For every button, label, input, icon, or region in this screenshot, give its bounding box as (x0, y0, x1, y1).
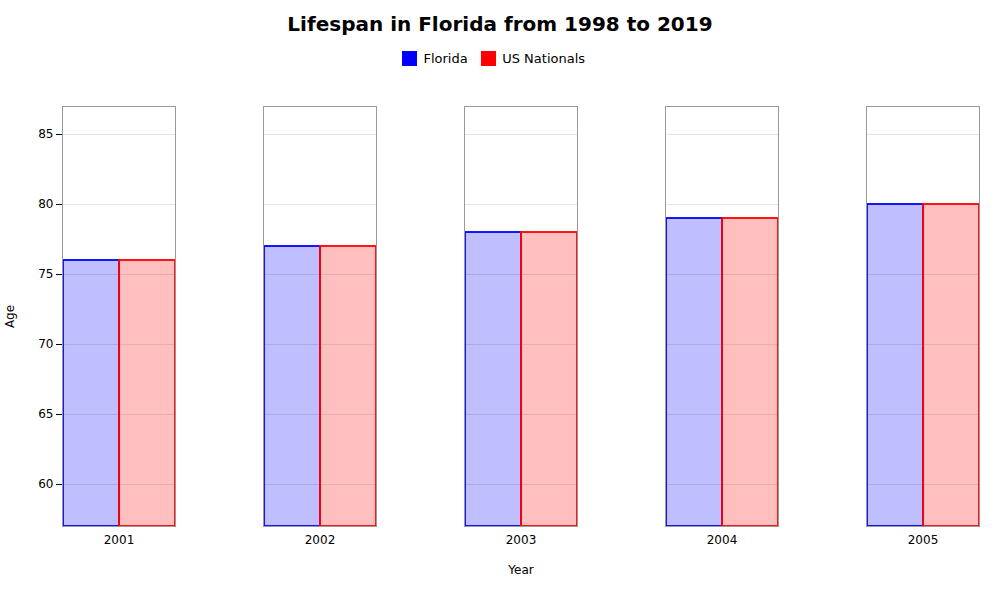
svg-text:75: 75 (38, 267, 53, 281)
html-text:Florida: Florida (423, 51, 468, 66)
svg-text:2002: 2002 (305, 533, 336, 547)
svg-text:2003: 2003 (506, 533, 537, 547)
svg-text:2004: 2004 (707, 533, 738, 547)
html-text:Lifespan in Florida from 1998: Lifespan in Florida from 1998 to 2019 (287, 12, 713, 36)
svg-text:2001: 2001 (104, 533, 135, 547)
svg-text:70: 70 (38, 337, 53, 351)
svg-text:Year: Year (507, 562, 533, 576)
svg-text:60: 60 (38, 477, 53, 491)
svg-text:85: 85 (38, 127, 53, 141)
svg-text:2005: 2005 (908, 533, 939, 547)
svg-text:80: 80 (38, 197, 53, 211)
svg-text:65: 65 (38, 407, 53, 421)
svg-text:Age: Age (3, 304, 17, 327)
html-text:US Nationals: US Nationals (502, 51, 585, 66)
